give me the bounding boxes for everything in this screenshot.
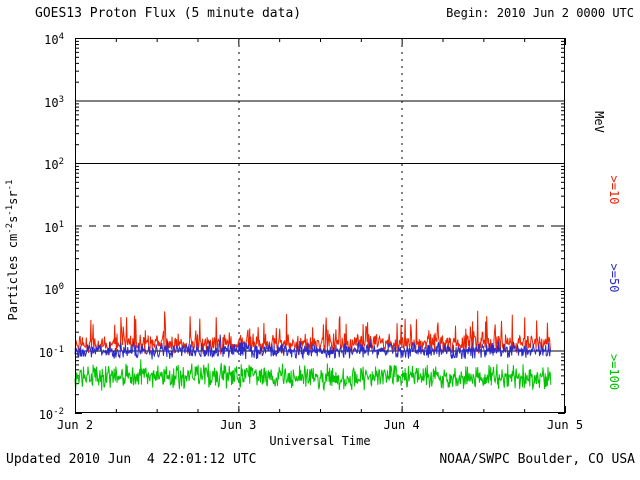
x-tick-label: Jun 2 bbox=[56, 418, 94, 432]
right-axis-unit-label: MeV bbox=[592, 111, 606, 133]
updated-timestamp: Updated 2010 Jun 4 22:01:12 UTC bbox=[6, 452, 257, 467]
x-tick-label: Jun 4 bbox=[383, 418, 420, 432]
y-tick-label: 10-1 bbox=[38, 344, 64, 360]
y-tick-label: 101 bbox=[44, 219, 64, 235]
x-tick-label: Jun 3 bbox=[220, 418, 257, 432]
x-tick-label: Jun 5 bbox=[546, 418, 584, 432]
y-tick-label: 104 bbox=[44, 32, 64, 47]
source-attribution: NOAA/SWPC Boulder, CO USA bbox=[439, 452, 635, 467]
y-tick-label: 100 bbox=[44, 282, 64, 297]
y-tick-label: 103 bbox=[44, 94, 64, 110]
series-label-ge100: >=100 bbox=[607, 353, 621, 391]
begin-time-label: Begin: 2010 Jun 2 0000 UTC bbox=[446, 6, 634, 20]
x-axis-label: Universal Time bbox=[269, 434, 371, 448]
y-tick-label: 102 bbox=[44, 157, 64, 172]
y-tick-label: 10-2 bbox=[38, 407, 64, 422]
chart-title: GOES13 Proton Flux (5 minute data) bbox=[35, 6, 302, 21]
